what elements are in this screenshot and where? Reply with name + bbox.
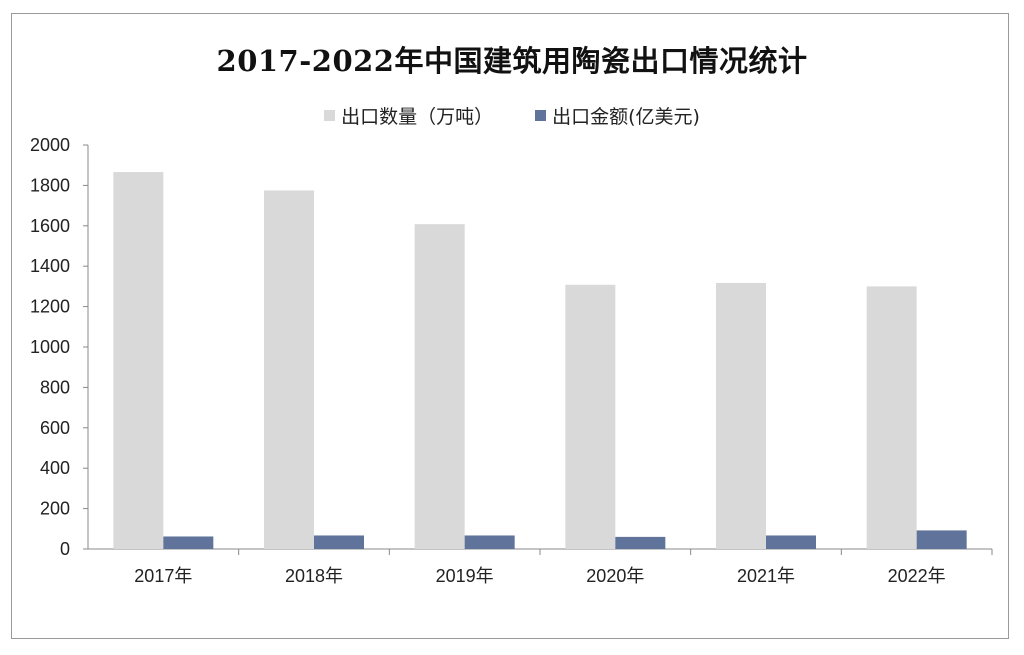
- y-tick-label: 1600: [30, 216, 70, 236]
- chart-title: 2017-2022年中国建筑用陶瓷出口情况统计: [216, 44, 808, 78]
- y-tick-label: 800: [40, 377, 70, 397]
- legend-item-quantity: 出口数量（万吨）: [324, 102, 493, 129]
- y-tick-label: 200: [40, 499, 70, 519]
- chart-frame: [11, 13, 1009, 639]
- y-tick-label: 1400: [30, 256, 70, 276]
- legend-swatch-quantity: [324, 110, 336, 121]
- bar-value-2: [314, 535, 364, 549]
- y-tick-label: 2000: [30, 135, 70, 155]
- bar-quantity-4: [565, 284, 616, 549]
- legend-swatch-value: [535, 110, 547, 121]
- bar-quantity-1: [113, 172, 164, 549]
- x-tick-label: 2022年: [888, 566, 946, 586]
- y-tick-label: 400: [40, 458, 70, 478]
- bar-value-1: [163, 536, 214, 549]
- x-tick-label: 2021年: [737, 566, 795, 586]
- x-tick-label: 2020年: [586, 566, 644, 586]
- bar-value-6: [916, 530, 967, 549]
- bar-quantity-2: [264, 190, 314, 549]
- x-tick-label: 2019年: [436, 566, 494, 586]
- bar-quantity-3: [414, 224, 465, 549]
- bar-value-5: [766, 535, 816, 549]
- bar-quantity-6: [866, 286, 917, 549]
- bar-quantity-5: [716, 282, 766, 549]
- legend-item-value: 出口金额(亿美元): [535, 102, 700, 129]
- bar-value-3: [464, 535, 515, 549]
- y-tick-label: 1000: [30, 337, 70, 357]
- bar-value-4: [615, 536, 666, 549]
- y-tick-label: 0: [60, 539, 70, 559]
- y-tick-label: 600: [40, 418, 70, 438]
- x-tick-label: 2018年: [285, 566, 343, 586]
- x-tick-label: 2017年: [134, 566, 192, 586]
- legend-label-value: 出口金额(亿美元): [552, 106, 700, 128]
- y-tick-label: 1200: [30, 297, 70, 317]
- legend-label-quantity: 出口数量（万吨）: [341, 106, 494, 128]
- y-tick-label: 1800: [30, 175, 70, 195]
- chart-legend: 出口数量（万吨） 出口金额(亿美元): [0, 102, 1024, 129]
